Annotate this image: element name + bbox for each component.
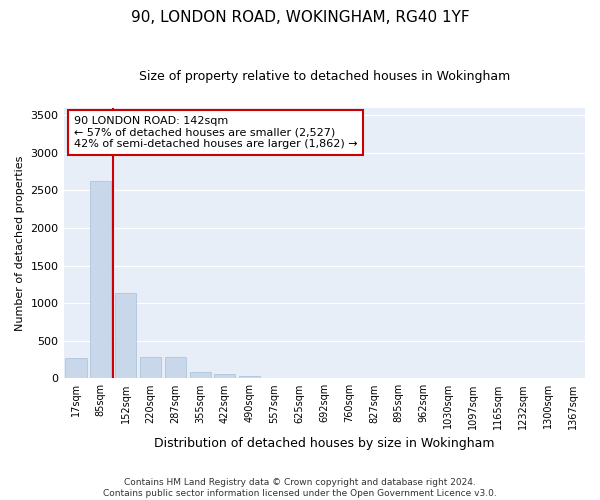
Bar [190, 372, 211, 378]
Bar [65, 358, 86, 378]
Text: 90 LONDON ROAD: 142sqm
← 57% of detached houses are smaller (2,527)
42% of semi-: 90 LONDON ROAD: 142sqm ← 57% of detached… [74, 116, 358, 149]
Title: Size of property relative to detached houses in Wokingham: Size of property relative to detached ho… [139, 70, 510, 83]
X-axis label: Distribution of detached houses by size in Wokingham: Distribution of detached houses by size … [154, 437, 494, 450]
Bar [115, 292, 136, 378]
Text: 90, LONDON ROAD, WOKINGHAM, RG40 1YF: 90, LONDON ROAD, WOKINGHAM, RG40 1YF [131, 10, 469, 25]
Bar [90, 180, 112, 378]
Bar [239, 376, 260, 378]
Bar [140, 357, 161, 378]
Bar [165, 357, 186, 378]
Bar [214, 374, 235, 378]
Y-axis label: Number of detached properties: Number of detached properties [15, 156, 25, 330]
Text: Contains HM Land Registry data © Crown copyright and database right 2024.
Contai: Contains HM Land Registry data © Crown c… [103, 478, 497, 498]
